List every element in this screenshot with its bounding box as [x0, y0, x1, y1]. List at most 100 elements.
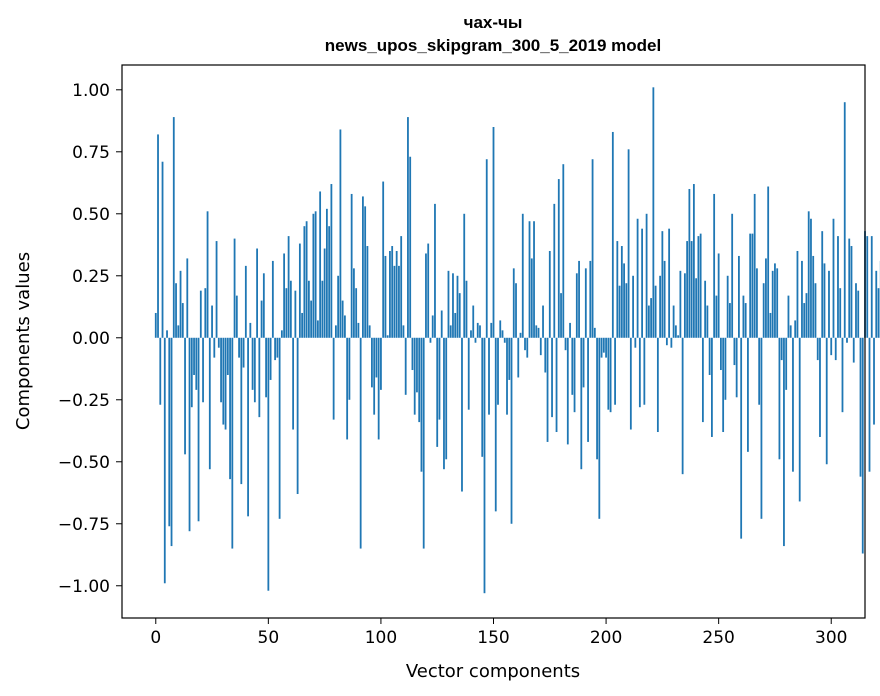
bar-208: [623, 263, 625, 338]
bar-171: [539, 337, 542, 356]
bar-134: [456, 275, 459, 338]
bar-321: [877, 288, 880, 338]
bar-54: [276, 337, 279, 358]
bar-85: [346, 337, 349, 440]
bar-236: [686, 241, 689, 338]
bar-65: [301, 312, 304, 338]
y-tick-label: −0.75: [58, 515, 110, 535]
bar-201: [607, 337, 610, 410]
bar-71: [314, 211, 317, 338]
bar-45: [256, 248, 258, 338]
bar-281: [787, 295, 790, 338]
bar-5: [166, 330, 168, 338]
bar-96: [371, 337, 373, 388]
bar-245: [706, 305, 709, 338]
bar-291: [810, 218, 812, 338]
bar-289: [805, 293, 808, 338]
bar-200: [605, 337, 607, 358]
bar-213: [634, 337, 637, 348]
bar-120: [425, 253, 427, 338]
bar-1: [157, 134, 159, 338]
bar-53: [274, 337, 276, 361]
bar-227: [665, 337, 668, 346]
bar-320: [875, 270, 878, 338]
bar-158: [510, 337, 513, 524]
bar-17: [193, 337, 195, 375]
bar-255: [729, 303, 731, 338]
bar-310: [852, 337, 855, 363]
bar-8: [172, 117, 175, 338]
bar-177: [553, 203, 556, 338]
bar-9: [175, 283, 177, 338]
bar-247: [711, 337, 713, 437]
bar-246: [708, 337, 711, 375]
bar-212: [632, 275, 634, 338]
bar-232: [677, 335, 680, 338]
bar-185: [571, 337, 574, 395]
bar-184: [569, 322, 571, 338]
bar-28: [217, 337, 220, 348]
bar-121: [427, 243, 430, 338]
x-tick-label: 100: [365, 628, 397, 648]
bar-172: [542, 305, 544, 338]
bar-223: [656, 337, 659, 433]
bar-150: [492, 127, 495, 338]
bar-288: [803, 303, 806, 338]
bar-301: [832, 218, 835, 338]
bar-49: [265, 337, 267, 398]
bar-47: [260, 300, 263, 338]
bar-242: [699, 233, 702, 338]
bar-67: [305, 221, 308, 338]
bar-204: [614, 337, 616, 405]
bar-29: [220, 337, 222, 403]
bar-116: [416, 337, 418, 393]
bar-87: [350, 193, 353, 338]
bar-205: [616, 241, 619, 338]
y-axis: 1.00 0.75 0.50 0.25 0.00 −0.25 −0.50 −0.75 −1.00: [58, 81, 122, 597]
bar-99: [377, 337, 380, 440]
x-axis-label: Vector components: [406, 661, 580, 682]
bar-251: [720, 337, 722, 371]
bar-142: [474, 337, 477, 343]
bar-304: [839, 288, 842, 338]
bar-123: [431, 315, 434, 338]
bar-302: [834, 337, 837, 361]
bar-252: [722, 337, 725, 433]
bar-44: [253, 337, 256, 403]
bar-64: [298, 243, 301, 338]
bar-154: [501, 330, 504, 338]
y-axis-label: Components values: [13, 252, 34, 430]
bar-136: [461, 337, 463, 492]
bar-266: [753, 193, 756, 338]
bar-148: [488, 337, 490, 415]
bar-250: [717, 253, 720, 338]
bar-90: [357, 322, 360, 338]
bar-314: [861, 337, 864, 554]
y-tick-label: 0.50: [72, 205, 110, 225]
bar-222: [654, 285, 657, 338]
bar-92: [362, 196, 364, 338]
bar-105: [391, 246, 394, 338]
bar-163: [521, 213, 524, 338]
bar-74: [321, 280, 324, 338]
bar-139: [467, 337, 470, 410]
bar-230: [672, 305, 675, 338]
bar-219: [647, 305, 650, 338]
bar-55: [278, 337, 281, 519]
bar-261: [742, 295, 745, 338]
bar-193: [589, 260, 592, 338]
bar-206: [618, 285, 621, 338]
bar-133: [454, 312, 457, 338]
bar-58: [285, 288, 288, 338]
bar-294: [816, 337, 819, 361]
bar-296: [821, 231, 824, 338]
bar-198: [600, 337, 603, 358]
bar-234: [681, 337, 684, 475]
bar-309: [850, 246, 853, 338]
bar-41: [247, 337, 249, 517]
y-tick-label: 0.75: [72, 143, 110, 163]
y-tick-label: −1.00: [58, 577, 110, 597]
x-tick-label: 250: [702, 628, 734, 648]
bar-317: [868, 337, 871, 472]
bar-126: [438, 337, 441, 420]
